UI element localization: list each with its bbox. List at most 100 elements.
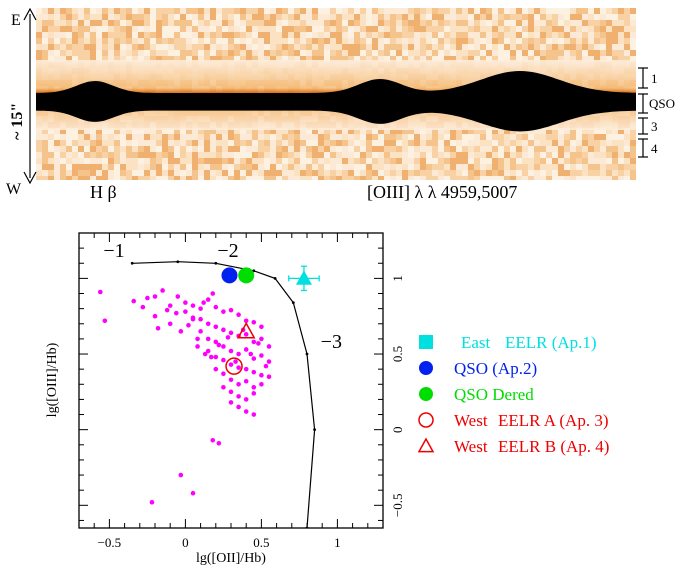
noise-pixel bbox=[612, 134, 618, 140]
noise-pixel bbox=[504, 44, 510, 50]
model-curve-labels: −1 −2−3 bbox=[103, 240, 342, 353]
noise-pixel bbox=[366, 170, 372, 176]
noise-pixel bbox=[510, 140, 516, 146]
noise-pixel bbox=[384, 152, 390, 158]
noise-pixel bbox=[168, 32, 174, 38]
noise-pixel bbox=[36, 176, 42, 180]
sample-point bbox=[228, 348, 234, 354]
noise-pixel bbox=[126, 134, 132, 140]
noise-pixel bbox=[552, 56, 558, 62]
noise-pixel bbox=[294, 56, 300, 62]
noise-pixel bbox=[234, 26, 240, 32]
noise-pixel bbox=[150, 176, 156, 180]
noise-pixel bbox=[138, 158, 144, 164]
noise-pixel bbox=[294, 170, 300, 176]
noise-pixel bbox=[624, 32, 630, 38]
noise-pixel bbox=[456, 134, 462, 140]
noise-pixel bbox=[444, 44, 450, 50]
noise-pixel bbox=[426, 8, 432, 14]
noise-pixel bbox=[78, 158, 84, 164]
noise-pixel bbox=[468, 164, 474, 170]
noise-pixel bbox=[366, 140, 372, 146]
noise-pixel bbox=[630, 146, 636, 152]
sample-point bbox=[213, 304, 219, 310]
noise-pixel bbox=[438, 152, 444, 158]
sample-point bbox=[251, 369, 257, 375]
series-marker bbox=[236, 321, 256, 339]
noise-pixel bbox=[282, 158, 288, 164]
noise-pixel bbox=[270, 56, 276, 62]
noise-pixel bbox=[420, 134, 426, 140]
noise-pixel bbox=[54, 14, 60, 20]
noise-pixel bbox=[54, 152, 60, 158]
noise-pixel bbox=[510, 8, 516, 14]
noise-pixel bbox=[576, 8, 582, 14]
noise-pixel bbox=[582, 164, 588, 170]
noise-pixel bbox=[228, 152, 234, 158]
noise-pixel bbox=[276, 20, 282, 26]
noise-pixel bbox=[528, 128, 534, 134]
noise-pixel bbox=[252, 14, 258, 20]
noise-pixel bbox=[480, 32, 486, 38]
noise-pixel bbox=[318, 50, 324, 56]
noise-pixel bbox=[468, 158, 474, 164]
noise-pixel bbox=[390, 176, 396, 180]
noise-pixel bbox=[522, 56, 528, 62]
noise-pixel bbox=[306, 170, 312, 176]
noise-pixel bbox=[240, 8, 246, 14]
noise-pixel bbox=[402, 176, 408, 180]
noise-pixel bbox=[102, 38, 108, 44]
noise-pixel bbox=[90, 20, 96, 26]
noise-pixel bbox=[558, 20, 564, 26]
noise-pixel bbox=[432, 26, 438, 32]
noise-pixel bbox=[510, 176, 516, 180]
noise-pixel bbox=[228, 134, 234, 140]
noise-pixel bbox=[450, 20, 456, 26]
noise-pixel bbox=[432, 128, 438, 134]
noise-pixel bbox=[324, 14, 330, 20]
noise-pixel bbox=[420, 14, 426, 20]
noise-pixel bbox=[468, 170, 474, 176]
noise-pixel bbox=[426, 152, 432, 158]
noise-pixel bbox=[384, 26, 390, 32]
noise-pixel bbox=[462, 44, 468, 50]
noise-pixel bbox=[42, 38, 48, 44]
sample-point bbox=[221, 385, 226, 390]
noise-pixel bbox=[282, 146, 288, 152]
noise-pixel bbox=[300, 8, 306, 14]
noise-pixel bbox=[552, 146, 558, 152]
noise-pixel bbox=[372, 56, 378, 62]
noise-pixel bbox=[60, 38, 66, 44]
noise-pixel bbox=[174, 32, 180, 38]
noise-pixel bbox=[456, 170, 462, 176]
noise-pixel bbox=[408, 158, 414, 164]
series-marker bbox=[238, 267, 255, 284]
noise-pixel bbox=[138, 170, 144, 176]
noise-pixel bbox=[378, 44, 384, 50]
noise-pixel bbox=[276, 56, 282, 62]
noise-pixel bbox=[288, 134, 294, 140]
noise-pixel bbox=[270, 152, 276, 158]
noise-pixel bbox=[522, 44, 528, 50]
noise-pixel bbox=[54, 20, 60, 26]
noise-pixel bbox=[150, 134, 156, 140]
noise-pixel bbox=[168, 14, 174, 20]
noise-pixel bbox=[456, 128, 462, 134]
noise-pixel bbox=[216, 44, 222, 50]
noise-pixel bbox=[582, 50, 588, 56]
noise-pixel bbox=[204, 38, 210, 44]
noise-pixel bbox=[48, 134, 54, 140]
noise-pixel bbox=[258, 134, 264, 140]
noise-pixel bbox=[210, 152, 216, 158]
noise-pixel bbox=[432, 38, 438, 44]
noise-pixel bbox=[462, 8, 468, 14]
noise-pixel bbox=[78, 152, 84, 158]
noise-pixel bbox=[474, 134, 480, 140]
noise-pixel bbox=[228, 56, 234, 62]
sample-point bbox=[236, 312, 241, 317]
noise-pixel bbox=[144, 176, 150, 180]
noise-pixel bbox=[390, 26, 396, 32]
noise-pixel bbox=[366, 134, 372, 140]
noise-pixel bbox=[336, 26, 342, 32]
noise-pixel bbox=[534, 170, 540, 176]
